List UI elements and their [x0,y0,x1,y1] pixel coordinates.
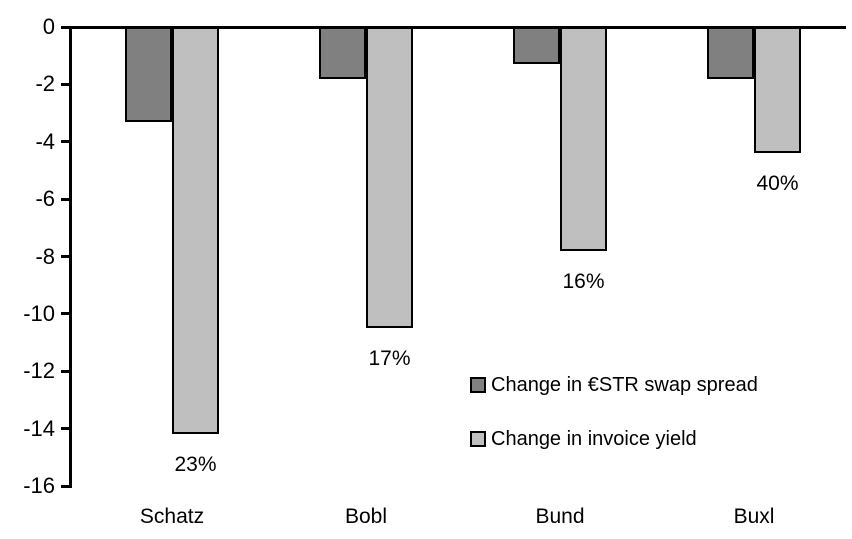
y-axis-line [68,26,72,488]
x-axis-category-label: Buxl [733,505,775,528]
chart-legend: Change in €STR swap spread Change in invo… [470,374,758,482]
legend-item-invoice-yield: Change in invoice yield [470,428,758,450]
legend-item-swap-spread: Change in €STR swap spread [470,374,758,396]
y-axis-tick [60,427,72,431]
y-axis-tick-label: 0 [42,14,55,39]
bar-bobl-swap-spread [319,26,366,79]
y-axis-tick-label: -2 [35,71,55,97]
y-axis-tick-label: -14 [23,415,55,441]
y-axis-tick [60,255,72,258]
x-axis-category-label: Bund [535,505,585,528]
bar-buxl-invoice-yield [754,26,801,154]
y-axis-tick [60,25,72,29]
y-axis-tick [60,140,72,144]
y-axis-tick [60,197,72,201]
bar-bobl-invoice-yield [366,26,413,329]
y-axis-tick-label: -6 [35,186,55,212]
legend-swatch-icon [470,377,486,393]
bar-value-label: 17% [368,347,411,371]
y-axis-tick-label: -10 [23,300,55,326]
y-axis-tick-label: -4 [35,128,55,154]
y-axis-tick-label: -8 [35,243,55,269]
bar-schatz-swap-spread [125,26,172,122]
bar-buxl-swap-spread [707,26,754,79]
y-axis-tick [60,484,72,488]
bar-value-label: 40% [756,172,799,196]
legend-swatch-icon [470,431,486,447]
x-axis-category-label: Bobl [344,505,388,528]
bar-bund-invoice-yield [560,26,607,251]
legend-label: Change in invoice yield [491,428,697,450]
y-axis-tick [60,312,72,316]
x-axis-category-label: Schatz [139,505,205,528]
legend-label: Change in €STR swap spread [491,374,758,396]
y-axis-tick [60,82,72,86]
bar-schatz-invoice-yield [172,26,219,435]
bar-value-label: 16% [562,269,605,293]
bar-bund-swap-spread [513,26,560,65]
y-axis-tick-label: -16 [23,473,55,498]
y-axis-tick-label: -12 [23,358,55,384]
bar-value-label: 23% [174,453,217,477]
x-axis-zero-line [68,25,846,29]
y-axis-tick [60,369,72,373]
